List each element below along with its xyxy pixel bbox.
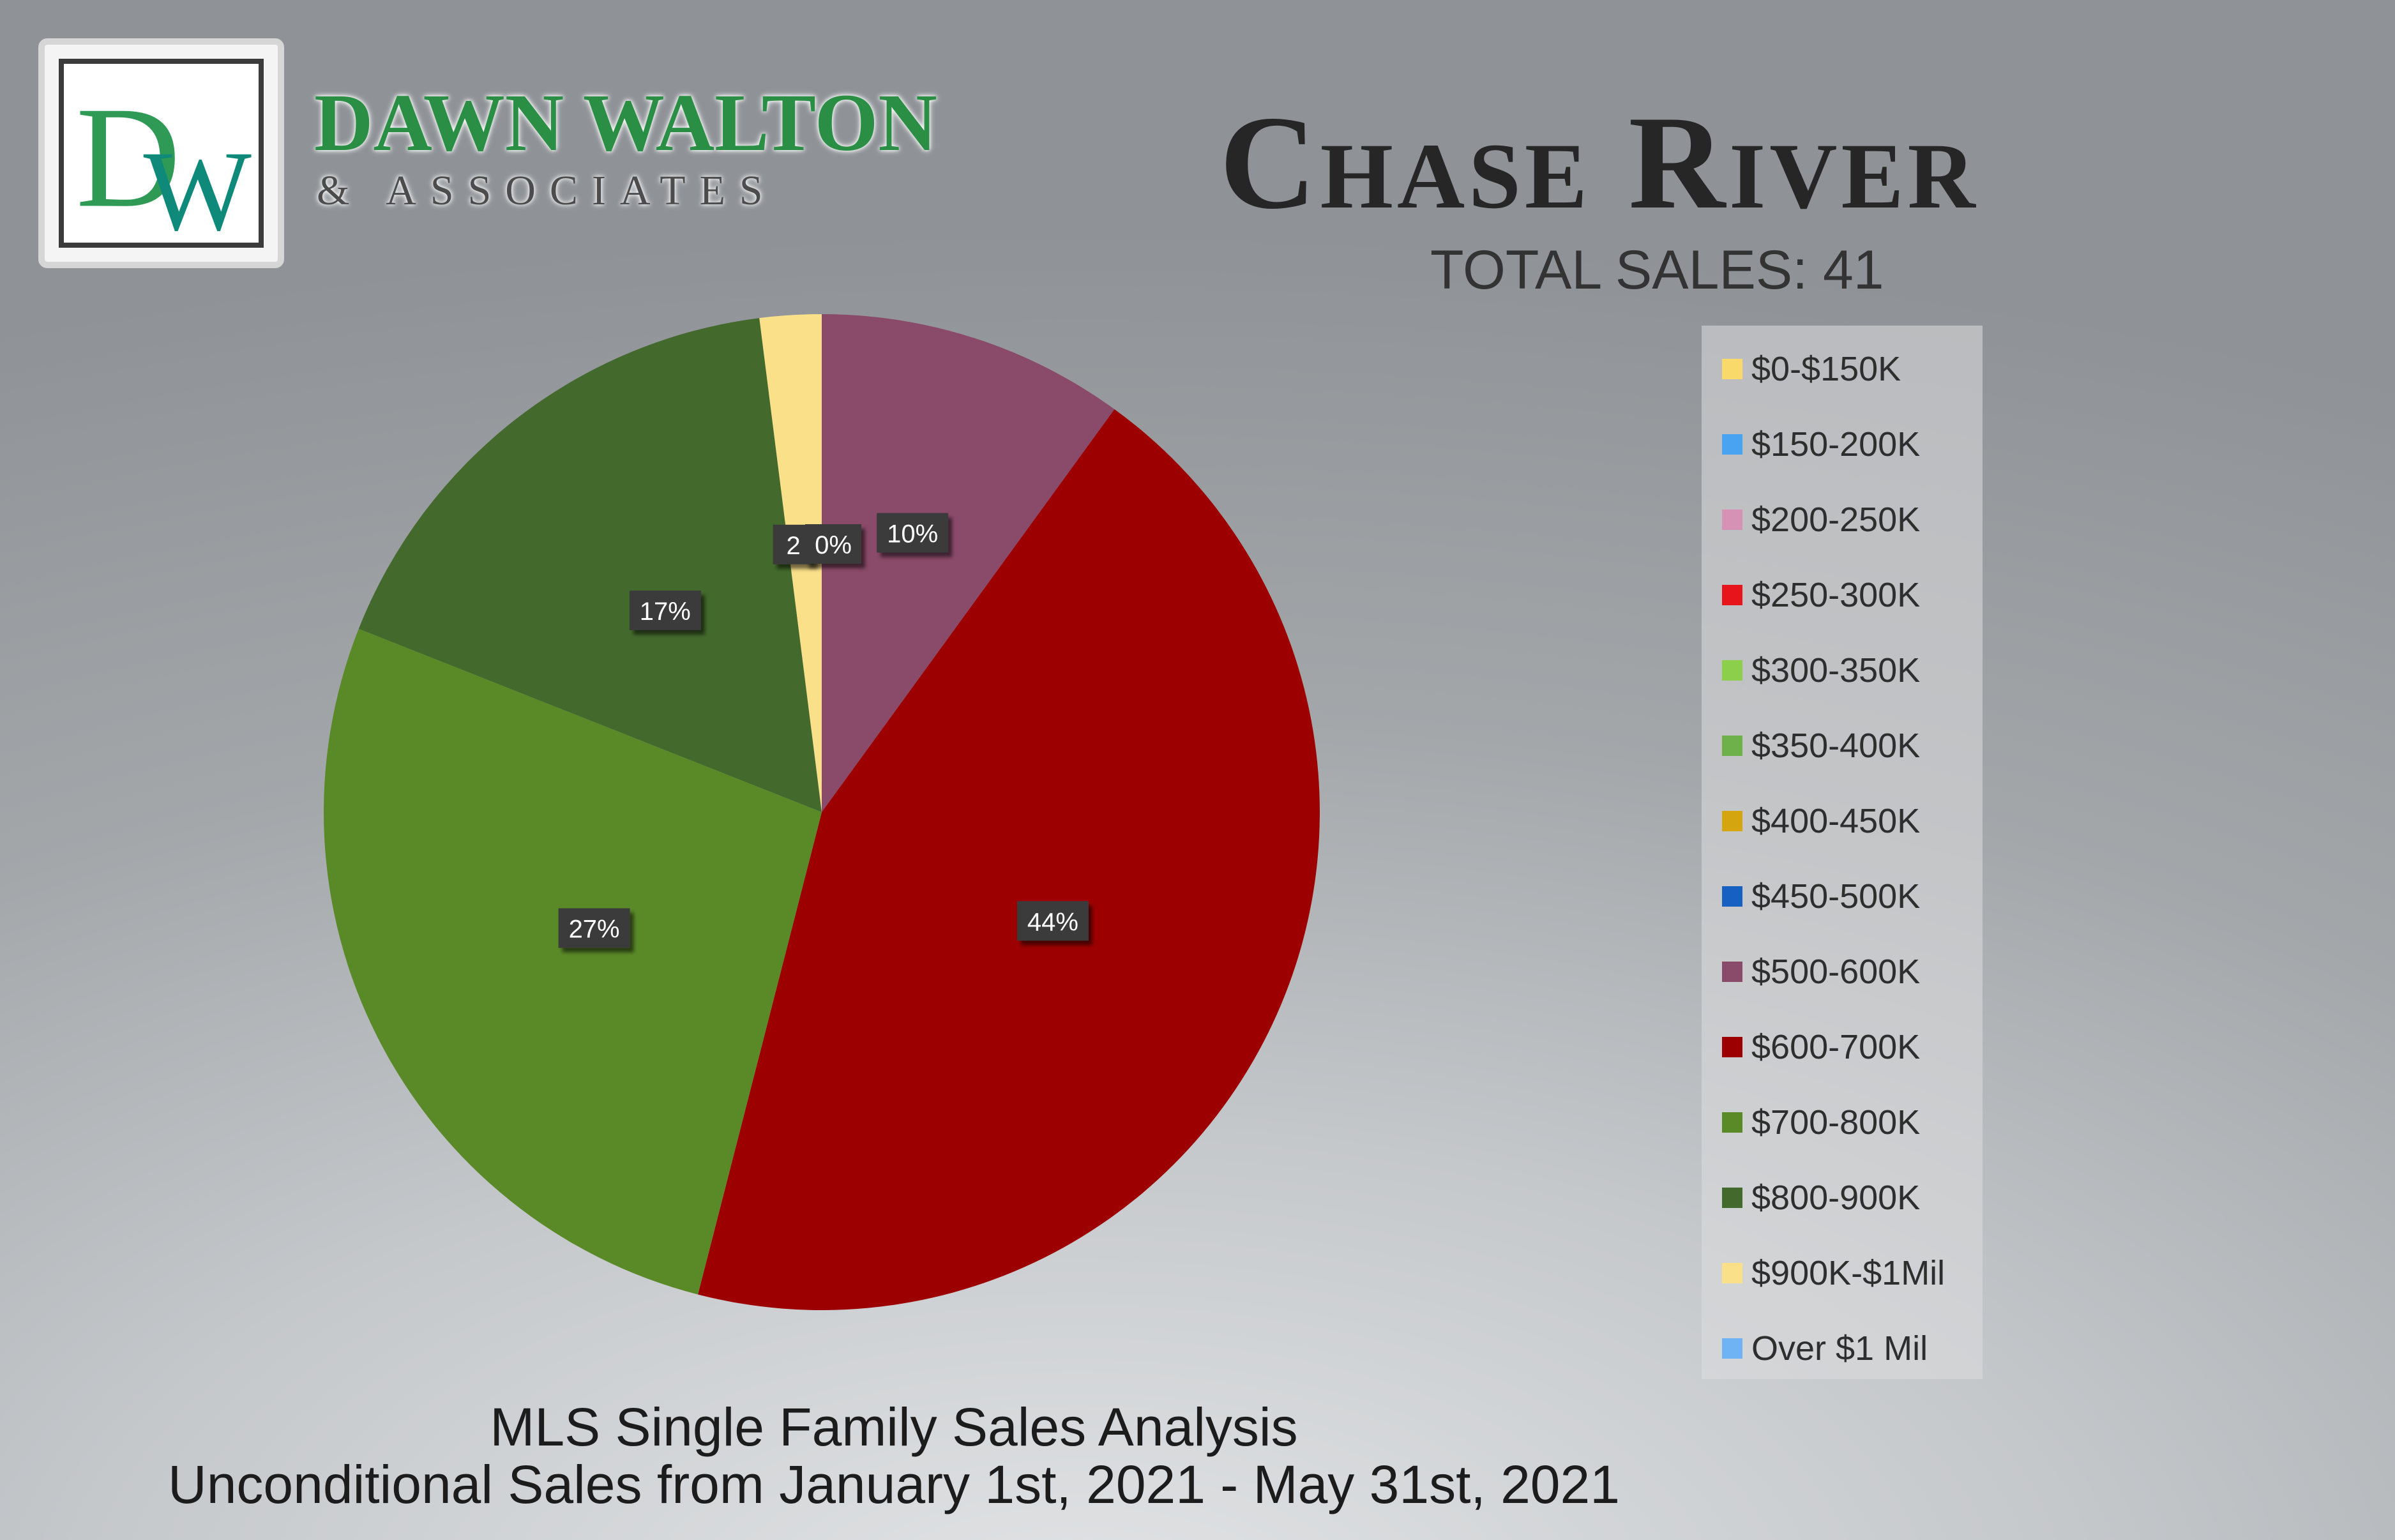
data-label-text: 0%	[815, 531, 852, 559]
legend-item: $600-700K	[1722, 1022, 1920, 1073]
data-label-text: 27%	[569, 916, 620, 944]
chart-legend: $0-$150K $150-200K $200-250K $250-300K $300-…	[1702, 326, 1983, 1379]
footer-subtitle: Unconditional Sales from January 1st, 20…	[168, 1454, 1620, 1514]
legend-swatch	[1722, 1037, 1742, 1057]
data-label-text: 44%	[1027, 908, 1078, 936]
logo-letter-w: W	[144, 127, 252, 243]
data-label: 0%	[805, 524, 861, 564]
data-label-text: 17%	[640, 598, 691, 626]
legend-item: $700-800K	[1722, 1097, 1920, 1148]
legend-item: $250-300K	[1722, 570, 1920, 621]
legend-item: $800-900K	[1722, 1172, 1920, 1223]
total-sales: TOTAL SALES: 41	[1430, 239, 1884, 301]
legend-swatch	[1722, 1263, 1742, 1283]
pie-slice	[698, 409, 1320, 1310]
legend-swatch	[1722, 962, 1742, 982]
data-label-text: 2	[787, 532, 801, 560]
brand-subtitle: & ASSOCIATES	[317, 167, 777, 214]
legend-label: $500-600K	[1751, 953, 1921, 991]
legend-label: $800-900K	[1751, 1179, 1921, 1217]
legend-label: Over $1 Mil	[1751, 1329, 1928, 1368]
legend-label: $350-400K	[1751, 727, 1921, 765]
legend-item: $450-500K	[1722, 871, 1920, 922]
legend-label: $450-500K	[1751, 877, 1921, 916]
pie-slice	[358, 318, 822, 813]
legend-item: Over $1 Mil	[1722, 1323, 1928, 1374]
legend-item: $150-200K	[1722, 419, 1920, 470]
legend-swatch	[1722, 660, 1742, 681]
legend-label: $200-250K	[1751, 501, 1921, 539]
logo-mark: D W	[76, 77, 252, 254]
pie-slice	[324, 628, 822, 1295]
legend-item: $300-350K	[1722, 645, 1920, 696]
legend-swatch	[1722, 736, 1742, 756]
data-label-text: 10%	[887, 520, 938, 548]
legend-item: $400-450K	[1722, 796, 1920, 847]
data-label: 10%	[877, 513, 949, 553]
legend-swatch	[1722, 1188, 1742, 1208]
legend-swatch	[1722, 510, 1742, 530]
legend-swatch	[1722, 811, 1742, 831]
legend-swatch	[1722, 434, 1742, 455]
legend-swatch	[1722, 585, 1742, 605]
page-title: Chase River	[1220, 89, 1979, 237]
legend-item: $900K-$1Mil	[1722, 1248, 1945, 1299]
legend-label: $300-350K	[1751, 651, 1921, 690]
legend-item: $350-400K	[1722, 720, 1920, 771]
legend-item: $0-$150K	[1722, 343, 1901, 395]
logo-frame: D W	[59, 59, 264, 254]
logo: D W	[38, 38, 284, 268]
legend-label: $250-300K	[1751, 576, 1921, 614]
legend-label: $900K-$1Mil	[1751, 1254, 1945, 1292]
logo-letter-d: D	[76, 77, 181, 238]
legend-label: $600-700K	[1751, 1028, 1921, 1066]
brand-name: DAWN WALTON	[314, 77, 937, 168]
legend-swatch	[1722, 1112, 1742, 1133]
footer-title: MLS Single Family Sales Analysis	[490, 1397, 1298, 1457]
data-label: 44%	[1016, 901, 1089, 941]
data-label: 27%	[558, 908, 630, 948]
data-label: 17%	[629, 590, 701, 630]
legend-item: $200-250K	[1722, 494, 1920, 545]
legend-label: $700-800K	[1751, 1103, 1921, 1142]
legend-swatch	[1722, 1338, 1742, 1359]
legend-label: $150-200K	[1751, 425, 1921, 464]
legend-label: $0-$150K	[1751, 350, 1901, 388]
pie-slice	[822, 314, 1115, 812]
legend-item: $500-600K	[1722, 946, 1920, 997]
legend-swatch	[1722, 359, 1742, 379]
legend-swatch	[1722, 886, 1742, 907]
pie-chart: 10% 44% 27% 17% 2 0%	[324, 314, 1320, 1310]
legend-label: $400-450K	[1751, 802, 1921, 840]
